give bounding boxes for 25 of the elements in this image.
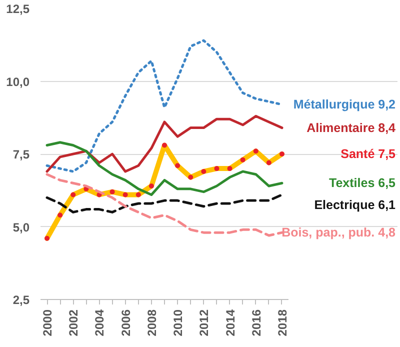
x-tick-label: 2004	[92, 309, 107, 336]
series-label: Alimentaire 8,4	[306, 120, 396, 135]
y-tick-label: 5,0	[12, 220, 30, 234]
x-tick-label: 2012	[197, 309, 212, 336]
line-series	[46, 114, 284, 173]
x-tick-label: 2002	[66, 309, 81, 336]
line-series	[46, 193, 284, 214]
y-tick-label: 2,5	[12, 293, 30, 307]
text: Textiles 6,5	[329, 176, 396, 190]
x-tick-label: 2010	[171, 309, 186, 336]
line-series	[46, 141, 284, 196]
x-tick-label: 2006	[118, 309, 133, 336]
line-series	[46, 173, 284, 237]
y-tick-label: 12,5	[6, 2, 30, 16]
x-tick-label: 2008	[144, 309, 159, 336]
series-label: Bois, pap., pub. 4,8	[282, 226, 396, 240]
series-label: Métallurgique 9,2	[293, 98, 396, 112]
y-tick-label: 7,5	[12, 148, 30, 162]
y-tick-label: 10,0	[6, 74, 30, 89]
x-tick-label: 2018	[275, 309, 290, 336]
x-tick-label: 2016	[249, 309, 264, 336]
x-tick-label: 2014	[223, 309, 238, 336]
text: Electrique 6,1	[314, 198, 396, 212]
text: Santé 7,5	[340, 147, 396, 161]
x-tick-label: 2000	[40, 309, 55, 336]
